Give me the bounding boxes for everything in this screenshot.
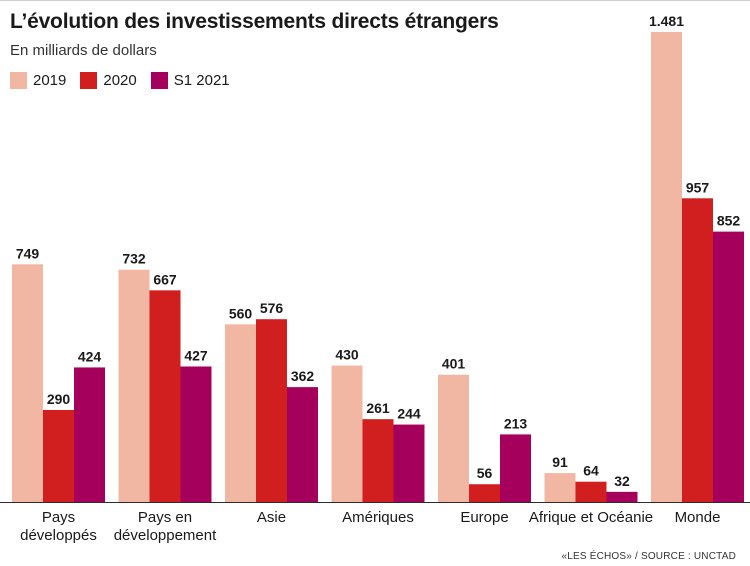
bar-pays-developpes-s1-2021 (74, 367, 105, 502)
bar-pays-developpes-2019 (12, 264, 43, 502)
category-label-ameriques: Amériques (342, 509, 414, 526)
legend-label-2020: 2020 (103, 72, 137, 89)
top-rule (0, 0, 750, 1)
data-label-europe-2020: 56 (477, 465, 493, 481)
data-label-monde-s1-2021: 852 (717, 213, 741, 229)
bar-monde-s1-2021 (713, 231, 744, 503)
legend: 2019 2020 S1 2021 (10, 72, 244, 89)
chart-subtitle: En milliards de dollars (10, 42, 157, 59)
bar-asie-2019 (225, 324, 256, 502)
bar-asie-2020 (256, 319, 287, 502)
bar-pays-developpes-2020 (43, 409, 74, 502)
category-label-afrique-et-oceanie: Afrique et Océanie (529, 509, 653, 526)
data-label-afrique-et-oceanie-s1-2021: 32 (614, 473, 630, 489)
data-label-ameriques-2019: 430 (335, 347, 359, 363)
legend-item-2020: 2020 (80, 72, 137, 89)
bar-europe-2019 (438, 374, 469, 502)
bar-europe-s1-2021 (500, 434, 531, 502)
bar-monde-2019 (651, 32, 682, 502)
data-label-monde-2019: 1.481 (649, 13, 684, 29)
data-label-asie-2019: 560 (229, 305, 253, 321)
bar-asie-s1-2021 (287, 387, 318, 502)
legend-label-s1-2021: S1 2021 (173, 72, 230, 89)
bar-pays-en-developpement-2020 (149, 290, 181, 502)
bar-ameriques-2020 (362, 419, 394, 502)
data-label-pays-developpes-2020: 290 (47, 391, 71, 407)
category-label-europe: Europe (460, 509, 508, 526)
chart-title: L’évolution des investissements directs … (10, 10, 499, 33)
bar-ameriques-s1-2021 (393, 424, 425, 502)
legend-item-s1-2021: S1 2021 (150, 72, 230, 89)
legend-item-2019: 2019 (10, 72, 66, 89)
data-label-pays-en-developpement-s1-2021: 427 (184, 347, 208, 363)
bar-afrique-et-oceanie-2019 (544, 473, 576, 502)
data-label-pays-en-developpement-2020: 667 (153, 271, 177, 287)
data-label-europe-2019: 401 (442, 356, 466, 372)
data-label-pays-en-developpement-2019: 732 (122, 251, 146, 267)
category-label-monde: Monde (675, 509, 721, 526)
source-note: «LES ÉCHOS» / SOURCE : UNCTAD (561, 551, 736, 562)
bar-afrique-et-oceanie-s1-2021 (606, 491, 638, 502)
data-label-pays-developpes-s1-2021: 424 (78, 348, 102, 364)
legend-swatch-s1-2021 (150, 72, 168, 89)
legend-swatch-2019 (10, 72, 27, 89)
data-label-monde-2020: 957 (686, 179, 710, 195)
data-label-afrique-et-oceanie-2019: 91 (552, 454, 568, 470)
bar-ameriques-2019 (331, 365, 363, 502)
data-label-afrique-et-oceanie-2020: 64 (583, 463, 599, 479)
bar-pays-en-developpement-2019 (118, 269, 150, 502)
bar-afrique-et-oceanie-2020 (575, 481, 607, 502)
bar-pays-en-developpement-s1-2021 (180, 366, 212, 502)
data-label-asie-2020: 576 (260, 300, 284, 316)
category-label-asie: Asie (257, 509, 286, 526)
data-label-ameriques-s1-2021: 244 (397, 406, 421, 422)
legend-label-2019: 2019 (33, 72, 67, 89)
data-label-ameriques-2020: 261 (366, 400, 390, 416)
legend-swatch-2020 (80, 72, 98, 89)
data-label-asie-s1-2021: 362 (291, 368, 315, 384)
bar-europe-2020 (469, 484, 500, 502)
category-label-pays-en-developpement: Pays en développement (114, 509, 217, 544)
bar-monde-2020 (682, 198, 713, 503)
category-label-pays-developpes: Pays développés (20, 509, 97, 544)
data-label-pays-developpes-2019: 749 (16, 245, 40, 261)
data-label-europe-s1-2021: 213 (504, 415, 528, 431)
